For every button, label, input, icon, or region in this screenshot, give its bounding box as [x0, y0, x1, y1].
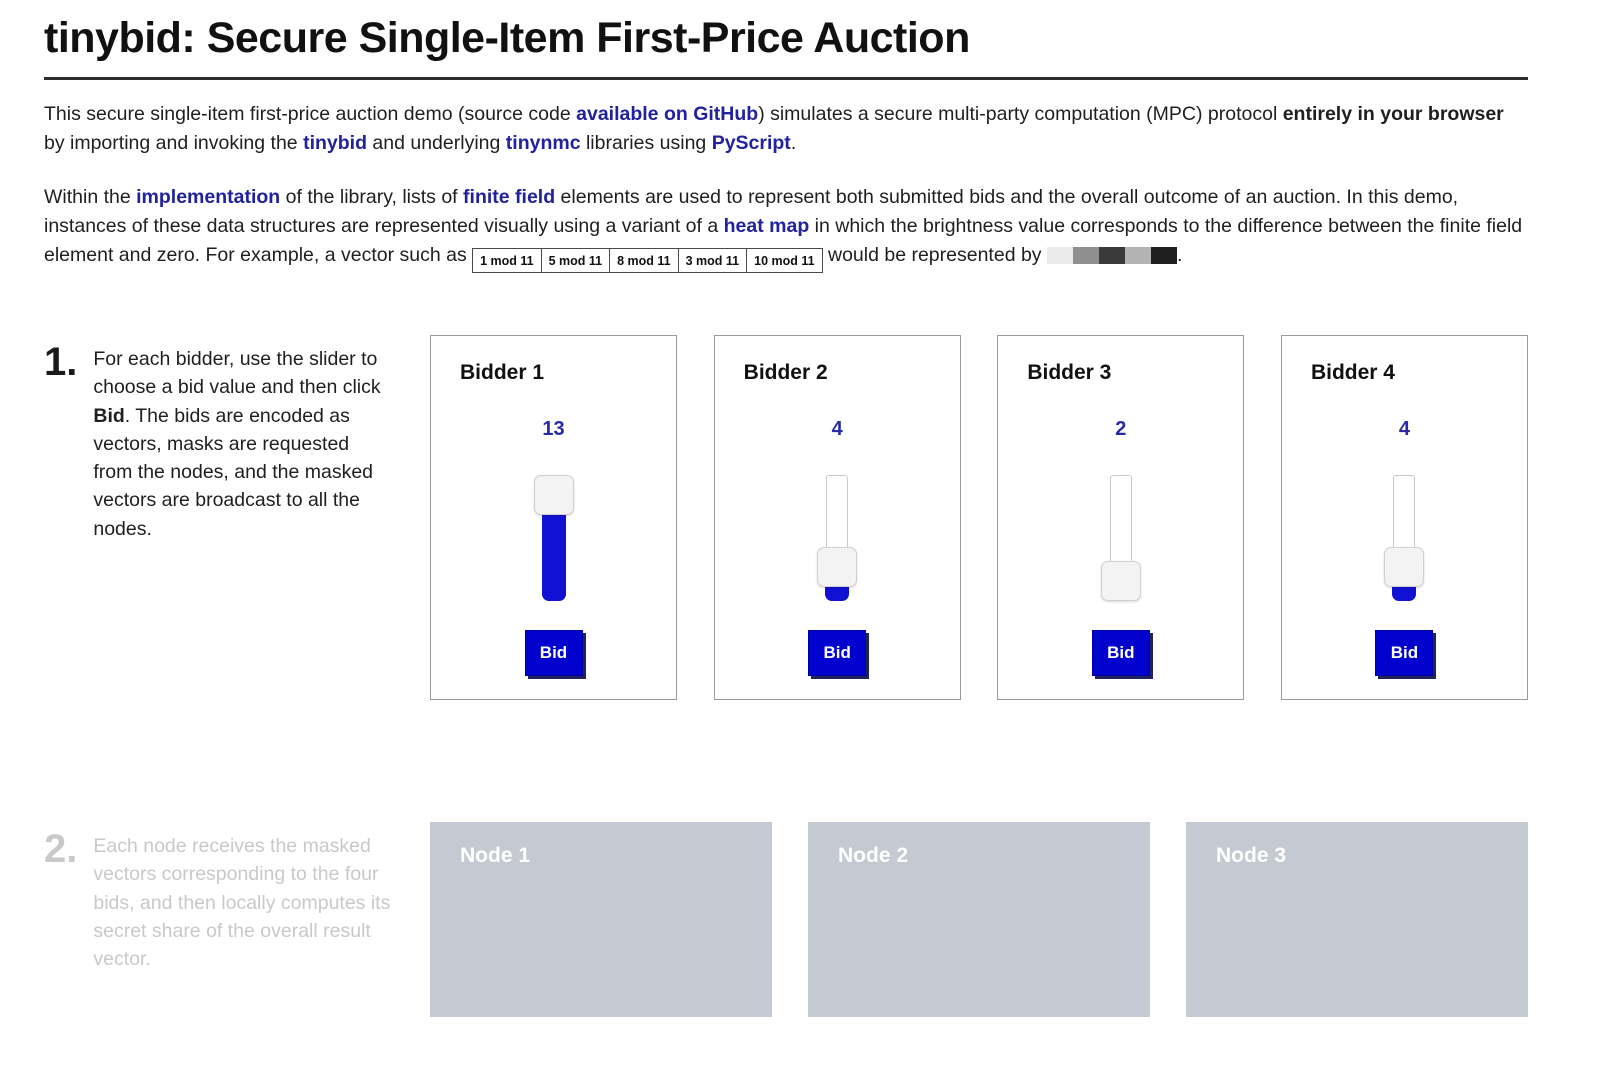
step-1-text: For each bidder, use the slider to choos…: [93, 335, 393, 543]
text-run: of the library, lists of: [280, 186, 464, 209]
bid-value: 13: [542, 418, 565, 440]
step-1-number: 1.: [44, 340, 78, 384]
vector-cell: 5 mod 11: [542, 248, 611, 272]
node-boxes: Node 1 Node 2 Node 3: [430, 822, 1528, 1017]
node-title: Node 2: [838, 844, 909, 867]
bidder-title: Bidder 3: [1027, 361, 1112, 384]
text-run: . The bids are encoded as vectors, masks…: [93, 404, 374, 540]
text-run: elements are used to represent both subm…: [44, 186, 1459, 237]
bidder-title: Bidder 4: [1310, 361, 1395, 384]
step-2-left-column: 2. Each node receives the masked vectors…: [44, 822, 430, 973]
text-link[interactable]: implementation: [136, 186, 281, 209]
text-link[interactable]: heat map: [723, 214, 810, 237]
node-title: Node 3: [1216, 844, 1287, 867]
intro-paragraph-1: This secure single-item first-price auct…: [44, 100, 1528, 157]
node-box: Node 1: [430, 822, 772, 1017]
bid-button[interactable]: Bid: [524, 630, 583, 676]
bidder-title: Bidder 2: [743, 361, 828, 384]
node-box: Node 3: [1186, 822, 1528, 1017]
intro-paragraph-2-lead: Within the implementation of the library…: [44, 186, 1522, 265]
bold-text: Bid: [93, 404, 125, 427]
bid-button[interactable]: Bid: [1375, 630, 1434, 676]
bidder-card: Bidder 2 4 Bid: [713, 335, 961, 700]
bid-slider[interactable]: [815, 475, 859, 601]
step-2-text: Each node receives the masked vectors co…: [93, 835, 391, 971]
text-run: by importing and invoking the: [44, 131, 304, 154]
vector-cell: 1 mod 11: [473, 248, 542, 272]
bid-slider[interactable]: [1382, 475, 1426, 601]
text-run: in which the brightness value correspond…: [44, 214, 1523, 266]
bold-text: entirely in your browser: [1282, 103, 1504, 125]
page: tinybid: Secure Single-Item First-Price …: [44, 14, 1528, 1017]
text-run: .: [790, 131, 797, 154]
bid-slider[interactable]: [1099, 475, 1143, 601]
intro-paragraph-2: Within the implementation of the library…: [44, 183, 1528, 273]
text-run: This secure single-item first-price auct…: [44, 103, 577, 125]
slider-track: [1109, 475, 1132, 567]
bidder-card: Bidder 4 4 Bid: [1280, 335, 1528, 700]
slider-thumb[interactable]: [533, 475, 574, 515]
bid-slider[interactable]: [532, 475, 576, 601]
slider-thumb[interactable]: [817, 547, 858, 587]
text-run: libraries using: [580, 131, 712, 154]
heat-cell: [1072, 246, 1099, 264]
bid-value: 4: [1398, 418, 1411, 440]
intro-paragraph-2-mid: would be represented by: [822, 243, 1047, 266]
bidder-title: Bidder 1: [460, 361, 545, 384]
node-box: Node 2: [808, 822, 1150, 1017]
text-link[interactable]: available on GitHub: [576, 103, 759, 125]
title-rule: [44, 77, 1528, 80]
slider-thumb[interactable]: [1100, 561, 1141, 601]
slider-thumb[interactable]: [1384, 547, 1425, 587]
heatmap-strip: [1046, 246, 1177, 264]
step-2-number: 2.: [44, 827, 78, 871]
text-link[interactable]: tinynmc: [505, 131, 581, 154]
vector-cell: 3 mod 11: [679, 248, 748, 272]
heat-cell: [1124, 246, 1151, 264]
text-run: For each bidder, use the slider to choos…: [93, 348, 381, 399]
bid-button[interactable]: Bid: [1091, 630, 1150, 676]
heat-cell: [1046, 246, 1073, 264]
bidder-cards: Bidder 1 13 Bid Bidder 2 4 Bid Bidder 3 2 Bid Bid…: [430, 335, 1528, 700]
intro-paragraph-2-end: .: [1176, 243, 1183, 266]
slider-track: [1393, 475, 1416, 553]
bid-button[interactable]: Bid: [808, 630, 867, 676]
step-2-row: 2. Each node receives the masked vectors…: [44, 822, 1528, 1017]
vector-example: 1 mod 11 5 mod 11 8 mod 11 3 mod 11 10 mod 1…: [472, 247, 823, 273]
bidder-card: Bidder 3 2 Bid: [997, 335, 1245, 700]
bidder-card: Bidder 1 13 Bid: [430, 335, 677, 700]
step-1-left-column: 1. For each bidder, use the slider to ch…: [44, 335, 430, 543]
vector-cell: 8 mod 11: [610, 248, 679, 272]
slider-fill: [541, 509, 566, 601]
text-run: ) simulates a secure multi-party computa…: [758, 103, 1283, 125]
bid-value: 4: [831, 418, 843, 440]
text-link[interactable]: finite field: [463, 186, 556, 209]
text-link[interactable]: tinybid: [303, 131, 367, 154]
page-title: tinybid: Secure Single-Item First-Price …: [44, 14, 970, 62]
heat-cell: [1098, 246, 1125, 264]
text-run: and underlying: [367, 131, 506, 154]
text-run: Within the: [44, 186, 137, 209]
text-link[interactable]: PyScript: [711, 131, 791, 154]
node-title: Node 1: [460, 844, 531, 867]
bid-value: 2: [1115, 418, 1127, 440]
heat-cell: [1150, 246, 1177, 264]
slider-track: [826, 475, 849, 553]
step-1-row: 1. For each bidder, use the slider to ch…: [44, 335, 1528, 700]
vector-cell: 10 mod 11: [754, 253, 815, 268]
